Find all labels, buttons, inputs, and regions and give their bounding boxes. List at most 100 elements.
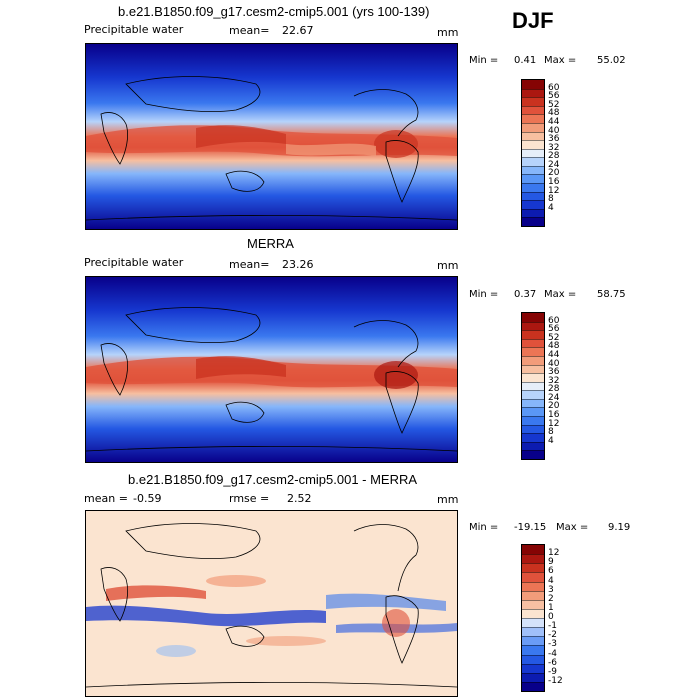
colorbar-tick-label: 8 xyxy=(548,194,554,205)
colorbar-cell xyxy=(522,208,544,218)
colorbar-cell xyxy=(522,373,544,382)
colorbar-cell xyxy=(522,554,544,564)
colorbar-tick-label: -6 xyxy=(548,657,557,668)
colorbar-cell xyxy=(522,217,544,226)
colorbar-cell xyxy=(522,321,544,331)
colorbar-tick-label: 12 xyxy=(548,185,560,196)
panel-2-mean-label: mean= xyxy=(229,258,270,271)
colorbar-cell xyxy=(522,80,544,89)
panel-1-mean-value: 22.67 xyxy=(282,24,314,37)
colorbar-tick-label: 6 xyxy=(548,566,554,577)
panel-1-min-value: 0.41 xyxy=(514,55,537,66)
panel-3-mean-label: mean = xyxy=(84,492,128,505)
panel-3-units: mm xyxy=(437,493,459,506)
panel-1-variable: Precipitable water xyxy=(84,23,184,36)
panel-2-colorbar xyxy=(521,312,545,460)
panel-3-colorbar xyxy=(521,544,545,692)
colorbar-cell xyxy=(522,140,544,149)
colorbar-tick-label: 16 xyxy=(548,177,560,188)
colorbar-cell xyxy=(522,599,544,609)
panel-3-mean-value: -0.59 xyxy=(133,492,162,505)
colorbar-cell xyxy=(522,355,544,365)
panel-3-map-svg xyxy=(86,511,457,696)
colorbar-tick-label: 2 xyxy=(548,593,554,604)
colorbar-cell xyxy=(522,200,544,209)
colorbar-tick-label: 0 xyxy=(548,612,554,622)
panel-3-max-label: Max = xyxy=(556,522,589,533)
colorbar-cell xyxy=(522,645,544,655)
colorbar-tick-label: -3 xyxy=(548,639,557,650)
panel-3-max-value: 9.19 xyxy=(608,522,631,533)
colorbar-tick-label: 40 xyxy=(548,125,560,136)
colorbar-tick-label: -1 xyxy=(548,621,557,632)
colorbar-cell xyxy=(522,88,544,98)
colorbar-cell xyxy=(522,97,544,106)
colorbar-cell xyxy=(522,338,544,348)
colorbar-tick-label: 60 xyxy=(548,315,560,326)
colorbar-cell xyxy=(522,407,544,417)
colorbar-tick-label: -9 xyxy=(548,666,557,677)
colorbar-tick-label: 28 xyxy=(548,151,560,162)
colorbar-tick-label: 28 xyxy=(548,384,560,395)
panel-2-max-value: 58.75 xyxy=(597,289,626,300)
colorbar-tick-label: 4 xyxy=(548,435,554,446)
colorbar-cell xyxy=(522,390,544,399)
colorbar-tick-label: 60 xyxy=(548,82,560,93)
colorbar-cell xyxy=(522,165,544,175)
colorbar-cell xyxy=(522,590,544,600)
colorbar-cell xyxy=(522,330,544,339)
colorbar-tick-label: 3 xyxy=(548,584,554,595)
colorbar-tick-label: 24 xyxy=(548,159,560,170)
colorbar-tick-label: 48 xyxy=(548,341,560,352)
colorbar-cell xyxy=(522,618,544,628)
colorbar-cell xyxy=(522,347,544,356)
panel-1-max-label: Max = xyxy=(544,55,577,66)
panel-2-max-label: Max = xyxy=(544,289,577,300)
panel-2-map-svg xyxy=(86,277,457,462)
panel-1-map xyxy=(85,43,458,230)
colorbar-cell xyxy=(522,398,544,408)
panel-3-rmse-value: 2.52 xyxy=(287,492,312,505)
colorbar-cell xyxy=(522,563,544,573)
panel-3-min-value: -19.15 xyxy=(514,522,547,533)
panel-1-mean-label: mean= xyxy=(229,24,270,37)
panel-1-units: mm xyxy=(437,26,459,39)
colorbar-cell xyxy=(522,364,544,374)
colorbar-cell xyxy=(522,654,544,664)
colorbar-tick-label: 12 xyxy=(548,548,560,559)
colorbar-cell xyxy=(522,433,544,442)
panel-3-title: b.e21.B1850.f09_g17.cesm2-cmip5.001 - ME… xyxy=(128,472,418,487)
panel-1-map-svg xyxy=(86,44,457,229)
colorbar-cell xyxy=(522,381,544,391)
colorbar-tick-label: 44 xyxy=(548,116,560,127)
panel-2-min-label: Min = xyxy=(469,289,499,300)
colorbar-tick-label: -4 xyxy=(548,648,557,659)
colorbar-tick-label: 24 xyxy=(548,392,560,403)
colorbar-cell xyxy=(522,105,544,115)
colorbar-cell xyxy=(522,581,544,591)
panel-1-min-label: Min = xyxy=(469,55,499,66)
colorbar-tick-label: 52 xyxy=(548,332,560,343)
colorbar-cell xyxy=(522,545,544,555)
colorbar-tick-label: 32 xyxy=(548,375,560,386)
colorbar-cell xyxy=(522,441,544,451)
panel-3-map xyxy=(85,510,458,697)
colorbar-cell xyxy=(522,450,544,459)
colorbar-tick-label: 40 xyxy=(548,358,560,369)
panel-1-max-value: 55.02 xyxy=(597,55,626,66)
colorbar-tick-label: 20 xyxy=(548,168,560,179)
colorbar-cell xyxy=(522,672,544,682)
colorbar-cell xyxy=(522,681,544,691)
colorbar-cell xyxy=(522,191,544,201)
colorbar-cell xyxy=(522,131,544,141)
colorbar-cell xyxy=(522,174,544,184)
colorbar-cell xyxy=(522,114,544,123)
colorbar-cell xyxy=(522,608,544,618)
colorbar-cell xyxy=(522,148,544,158)
colorbar-cell xyxy=(522,636,544,646)
panel-2-map xyxy=(85,276,458,463)
colorbar-tick-label: 44 xyxy=(548,349,560,360)
panel-2-variable: Precipitable water xyxy=(84,256,184,269)
colorbar-tick-label: 56 xyxy=(548,91,560,102)
panel-2-title: MERRA xyxy=(247,236,294,251)
